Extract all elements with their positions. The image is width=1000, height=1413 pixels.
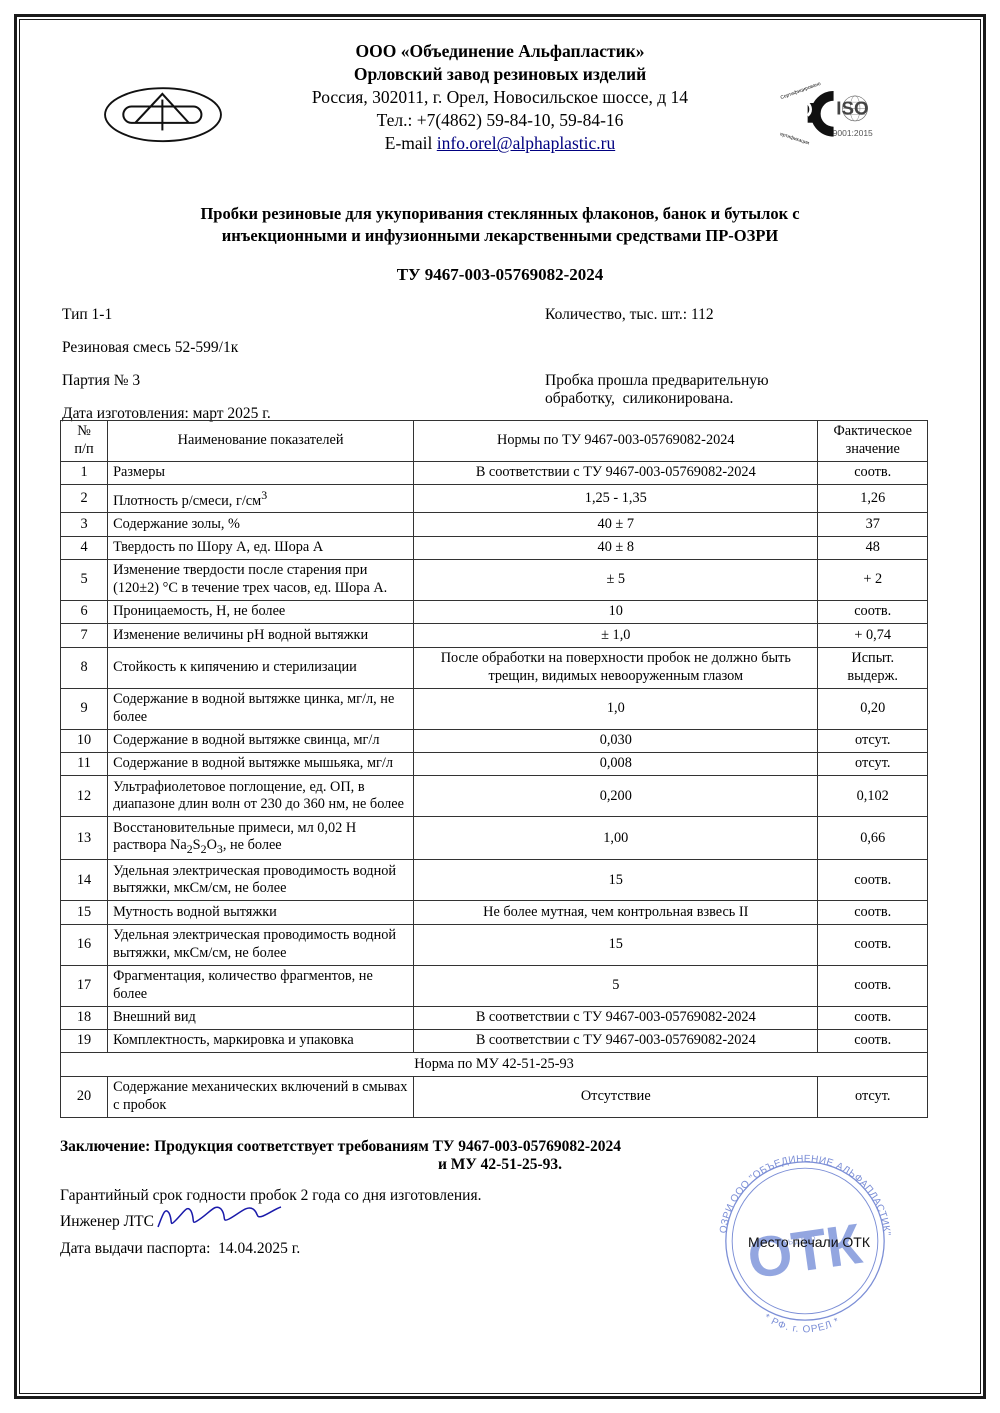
svg-text:ОТК: ОТК [744, 1212, 866, 1291]
svg-text:Сертифицировано: Сертифицировано [780, 81, 822, 101]
svg-text:сертификации: сертификации [780, 131, 810, 147]
svg-text:9001:2015: 9001:2015 [833, 128, 873, 138]
svg-text:ISO: ISO [836, 98, 868, 119]
